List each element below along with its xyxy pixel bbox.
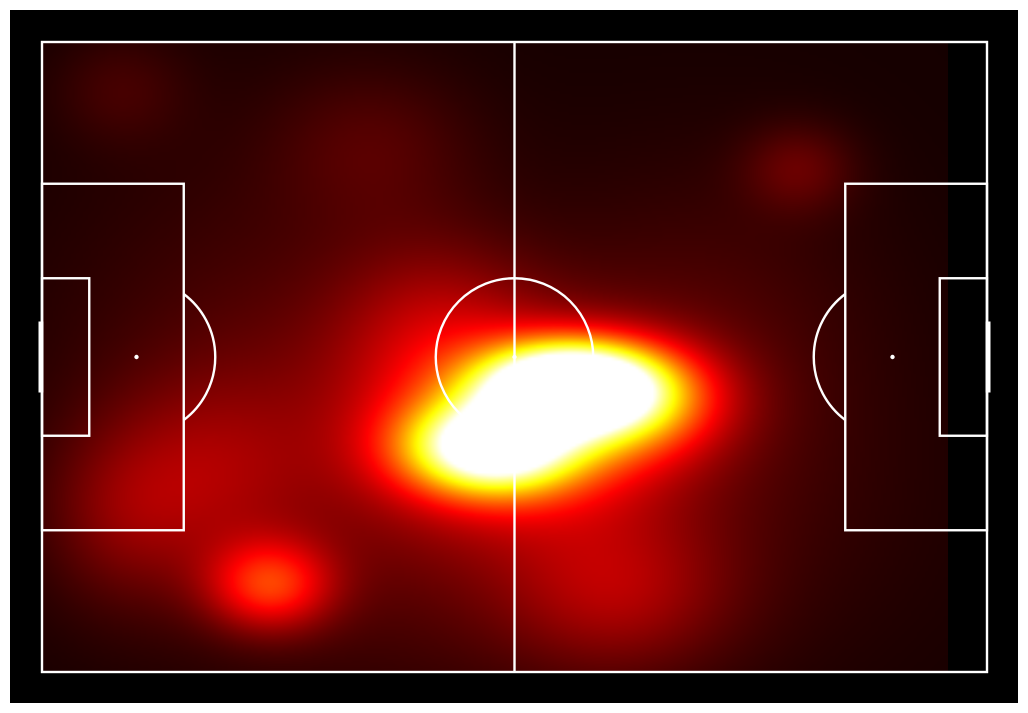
heatmap-density [42, 42, 948, 672]
penalty-arc-right [812, 293, 846, 421]
centre-spot [512, 354, 517, 360]
pitch-markings [38, 40, 991, 674]
penalty-spot-left [134, 354, 139, 360]
centre-circle [434, 277, 595, 437]
penalty-arc-left [183, 293, 217, 421]
penalty-spot-right [890, 354, 895, 360]
